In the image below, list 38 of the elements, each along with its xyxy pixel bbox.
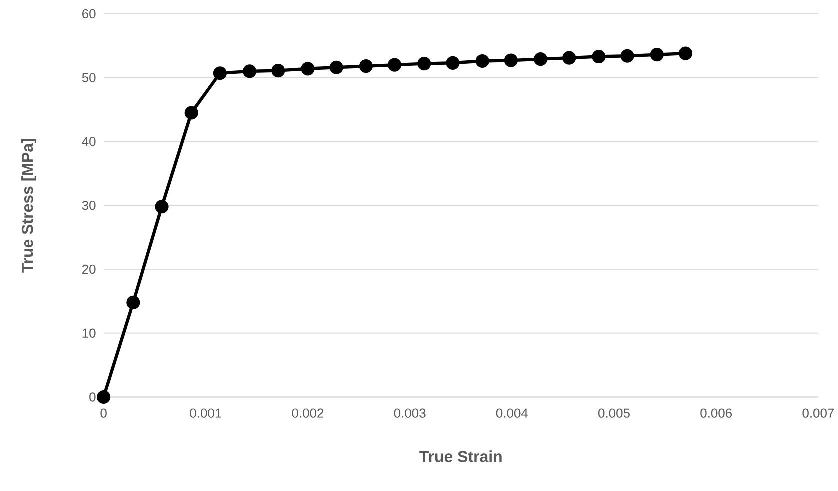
point <box>678 46 693 60</box>
point <box>562 51 576 65</box>
y-tick-label: 30 <box>82 200 96 210</box>
x-tick-label: 0 <box>100 408 107 418</box>
point <box>446 56 460 70</box>
point <box>97 390 111 404</box>
point <box>330 60 344 74</box>
point <box>155 200 169 214</box>
point <box>213 66 227 80</box>
point <box>534 52 548 66</box>
x-axis-title: True Strain <box>420 450 502 462</box>
point <box>504 54 518 68</box>
x-tick-label: 0.006 <box>700 408 732 418</box>
point <box>272 64 286 78</box>
point <box>184 106 198 120</box>
point <box>650 48 664 62</box>
y-axis-title: True Stress [MPa] <box>22 139 36 273</box>
y-tick-label: 20 <box>82 264 96 274</box>
y-tick-label: 60 <box>82 9 96 19</box>
point <box>301 62 315 76</box>
x-tick-label: 0.004 <box>496 408 528 418</box>
x-tick-label: 0.001 <box>190 408 222 418</box>
x-tick-label: 0.002 <box>292 408 324 418</box>
x-tick-label: 0.005 <box>598 408 630 418</box>
y-tick-label: 40 <box>82 137 96 146</box>
point <box>388 58 402 72</box>
y-tick-label: 10 <box>82 328 96 338</box>
point <box>592 50 606 64</box>
point <box>620 49 634 63</box>
y-tick-label: 0 <box>90 392 96 402</box>
point <box>126 296 140 310</box>
point <box>243 64 257 78</box>
point <box>476 54 490 68</box>
x-tick-label: 0.003 <box>394 408 426 418</box>
point <box>418 56 432 71</box>
y-tick-label: 50 <box>82 73 96 82</box>
x-tick-label: 0.007 <box>802 408 834 418</box>
point <box>359 60 373 74</box>
